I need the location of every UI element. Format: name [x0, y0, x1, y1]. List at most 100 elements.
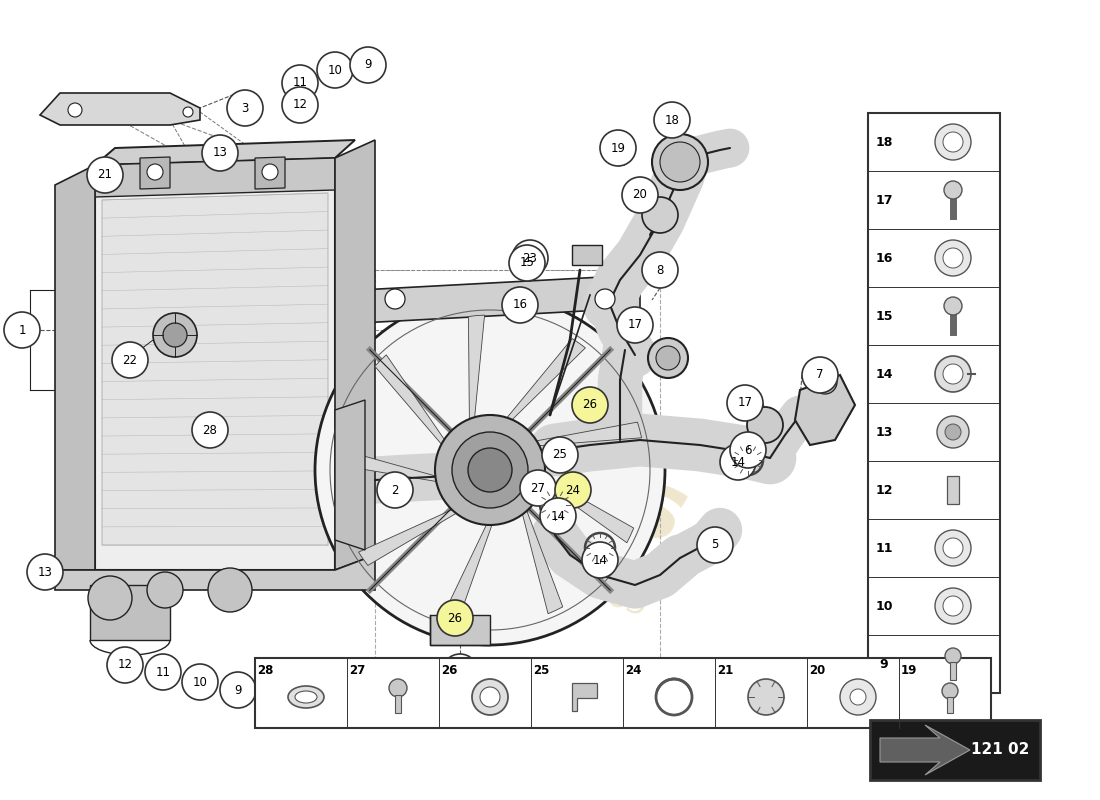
Circle shape: [520, 470, 556, 506]
Text: 11: 11: [155, 666, 170, 678]
Text: 17: 17: [876, 194, 893, 206]
Text: 16: 16: [876, 251, 893, 265]
Circle shape: [656, 346, 680, 370]
Polygon shape: [442, 514, 498, 622]
Polygon shape: [572, 245, 602, 265]
Circle shape: [943, 538, 962, 558]
Circle shape: [935, 588, 971, 624]
Circle shape: [600, 130, 636, 166]
Text: 27: 27: [349, 663, 365, 677]
Circle shape: [107, 647, 143, 683]
Circle shape: [944, 297, 962, 315]
Circle shape: [748, 679, 784, 715]
FancyBboxPatch shape: [870, 720, 1040, 780]
Text: 17: 17: [737, 397, 752, 410]
Polygon shape: [95, 158, 336, 570]
Polygon shape: [336, 400, 365, 550]
Circle shape: [434, 415, 544, 525]
Circle shape: [182, 664, 218, 700]
Text: 28: 28: [256, 663, 273, 677]
Text: 9: 9: [364, 58, 372, 71]
Circle shape: [502, 287, 538, 323]
Circle shape: [208, 568, 252, 612]
Text: 14: 14: [730, 455, 746, 469]
Text: 12: 12: [118, 658, 132, 671]
Circle shape: [68, 103, 82, 117]
Circle shape: [935, 240, 971, 276]
Text: 18: 18: [876, 135, 893, 149]
Text: 14: 14: [876, 367, 893, 381]
Polygon shape: [430, 615, 490, 645]
Text: 6: 6: [745, 443, 751, 457]
Circle shape: [282, 65, 318, 101]
Circle shape: [163, 323, 187, 347]
Circle shape: [621, 177, 658, 213]
Text: 11: 11: [293, 77, 308, 90]
Circle shape: [315, 295, 666, 645]
Circle shape: [442, 654, 478, 690]
Text: 14: 14: [550, 510, 565, 522]
Circle shape: [572, 387, 608, 423]
Text: 25: 25: [552, 449, 568, 462]
Circle shape: [227, 90, 263, 126]
Circle shape: [282, 87, 318, 123]
Circle shape: [642, 252, 678, 288]
Circle shape: [468, 448, 512, 492]
Circle shape: [153, 313, 197, 357]
Polygon shape: [498, 338, 585, 427]
Text: europarts: europarts: [162, 294, 698, 566]
Circle shape: [595, 289, 615, 309]
Text: 15: 15: [519, 257, 535, 270]
Circle shape: [262, 164, 278, 180]
Circle shape: [944, 181, 962, 199]
Text: 25: 25: [532, 663, 549, 677]
Polygon shape: [55, 165, 95, 570]
Text: 12: 12: [876, 483, 893, 497]
Text: 20: 20: [808, 663, 825, 677]
FancyBboxPatch shape: [255, 658, 991, 728]
Polygon shape: [95, 158, 336, 197]
Circle shape: [943, 248, 962, 268]
Circle shape: [720, 444, 756, 480]
Circle shape: [542, 437, 578, 473]
Text: 26: 26: [441, 663, 458, 677]
Text: 9: 9: [880, 658, 889, 670]
Polygon shape: [55, 555, 375, 590]
Text: 27: 27: [530, 482, 546, 494]
Text: 20: 20: [632, 189, 648, 202]
Circle shape: [802, 357, 838, 393]
Polygon shape: [520, 499, 563, 614]
Text: 14: 14: [593, 554, 607, 566]
Polygon shape: [880, 725, 970, 775]
Text: 22: 22: [122, 354, 138, 366]
Text: 10: 10: [876, 599, 893, 613]
Text: 3: 3: [241, 102, 249, 114]
Polygon shape: [572, 683, 597, 711]
Circle shape: [220, 672, 256, 708]
Text: 8: 8: [657, 263, 663, 277]
FancyBboxPatch shape: [868, 113, 1000, 693]
Text: 24: 24: [625, 663, 641, 677]
Text: 2: 2: [392, 483, 398, 497]
Circle shape: [943, 596, 962, 616]
Text: 26: 26: [448, 611, 462, 625]
Circle shape: [730, 432, 766, 468]
Polygon shape: [468, 315, 485, 431]
Circle shape: [112, 342, 148, 378]
Text: 121 02: 121 02: [971, 742, 1030, 758]
Circle shape: [697, 527, 733, 563]
Polygon shape: [140, 157, 170, 189]
Circle shape: [350, 47, 386, 83]
FancyBboxPatch shape: [947, 476, 959, 504]
Polygon shape: [336, 449, 448, 486]
Text: 10: 10: [192, 675, 208, 689]
Circle shape: [385, 289, 405, 309]
Circle shape: [935, 356, 971, 392]
Circle shape: [512, 240, 548, 276]
Text: 4: 4: [456, 666, 464, 678]
Circle shape: [943, 364, 962, 384]
Circle shape: [88, 576, 132, 620]
Text: 13: 13: [37, 566, 53, 578]
Circle shape: [935, 530, 971, 566]
Text: 28: 28: [202, 423, 218, 437]
